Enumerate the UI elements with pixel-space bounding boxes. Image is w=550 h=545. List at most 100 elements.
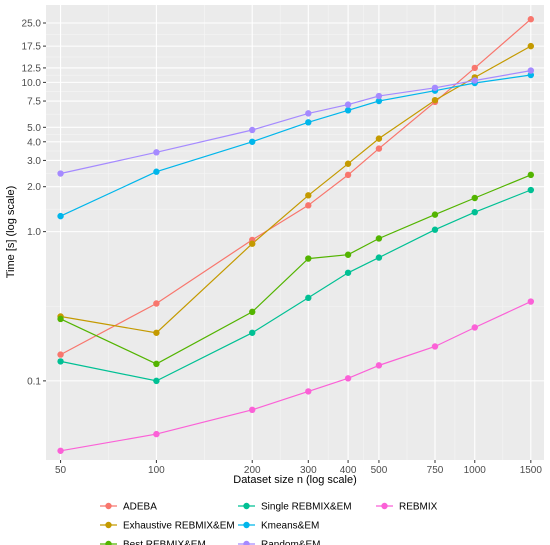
data-point (375, 97, 383, 105)
data-point (305, 294, 312, 302)
data-point (431, 343, 439, 350)
data-point (153, 360, 160, 368)
data-point (249, 308, 256, 316)
data-point (471, 324, 478, 331)
data-point (527, 186, 535, 194)
data-point (249, 138, 256, 145)
legend-label: Best REBMIX&EM (123, 540, 206, 545)
legend-key-point (243, 502, 250, 510)
x-tick-label: 1500 (520, 465, 543, 476)
data-point (153, 329, 160, 336)
data-point (249, 329, 256, 336)
data-point (375, 235, 383, 242)
data-point (153, 377, 160, 385)
data-point (249, 240, 256, 247)
data-point (57, 170, 64, 177)
data-point (375, 362, 383, 369)
data-point (305, 192, 312, 199)
data-point (305, 202, 312, 209)
data-point (305, 388, 312, 395)
legend-key-point (105, 502, 112, 510)
data-point (375, 145, 383, 152)
legend-key-point (381, 502, 388, 510)
data-point (153, 300, 160, 307)
y-tick-label: 3.0 (27, 156, 41, 167)
data-point (153, 149, 160, 156)
data-point (305, 255, 312, 262)
x-axis-title: Dataset size n (log scale) (233, 474, 357, 486)
legend-label: ADEBA (123, 502, 157, 513)
x-tick-label: 200 (244, 465, 261, 476)
legend-label: Random&EM (261, 540, 320, 545)
data-point (57, 358, 64, 365)
x-tick-label: 300 (300, 465, 317, 476)
series-points (57, 16, 535, 454)
data-point (344, 171, 352, 179)
y-tick-label: 5.0 (27, 123, 41, 134)
y-tick-label: 12.5 (22, 63, 42, 74)
x-tick-label: 100 (148, 465, 165, 476)
legend-label: REBMIX (399, 502, 438, 513)
x-tick-label: 400 (340, 465, 357, 476)
x-tick-label: 1000 (464, 465, 487, 476)
y-tick-label: 10.0 (22, 78, 42, 89)
y-tick-label: 2.0 (27, 182, 41, 193)
legend-key-point (243, 540, 250, 545)
legend-key-point (105, 521, 112, 529)
legend-label: Kmeans&EM (261, 521, 319, 532)
data-point (527, 71, 535, 79)
data-point (249, 406, 256, 414)
y-axis-title: Time [s] (log scale) (5, 186, 17, 279)
data-point (527, 67, 535, 74)
plot-panel (46, 5, 544, 460)
data-point (431, 84, 439, 91)
data-point (153, 168, 160, 175)
data-point (527, 42, 535, 50)
data-point (344, 251, 352, 258)
legend-key-point (243, 521, 250, 529)
legend-key-point (105, 540, 112, 545)
y-tick-label: 1.0 (27, 227, 41, 238)
legend-label: Single REBMIX&EM (261, 502, 352, 513)
data-point (431, 226, 439, 233)
data-point (249, 126, 256, 134)
data-point (57, 351, 64, 358)
data-point (431, 211, 439, 218)
data-point (57, 315, 64, 323)
data-point (471, 208, 478, 216)
data-point (344, 160, 352, 167)
x-tick-label: 750 (427, 465, 444, 476)
data-point (471, 64, 478, 72)
y-tick-label: 7.5 (27, 97, 41, 108)
legend-label: Exhaustive REBMIX&EM (123, 521, 235, 532)
data-point (344, 107, 352, 114)
data-point (344, 375, 352, 382)
data-point (527, 171, 535, 179)
data-point (431, 96, 439, 104)
data-point (305, 119, 312, 126)
data-point (527, 16, 535, 23)
data-point (57, 212, 64, 220)
x-tick-label: 50 (55, 465, 67, 476)
y-tick-label: 25.0 (22, 18, 42, 29)
data-point (471, 77, 478, 84)
data-point (375, 254, 383, 261)
data-point (471, 194, 478, 202)
minor-gridlines (46, 5, 544, 460)
y-tick-label: 4.0 (27, 137, 41, 148)
y-axis-ticks: 0.1 1.0 2.0 3.0 4.0 5.0 7.5 10.0 12.5 17.5 25.0 (22, 18, 46, 387)
y-tick-label: 0.1 (27, 376, 41, 387)
data-point (57, 447, 64, 454)
legend: ADEBA Exhaustive REBMIX&EM Best REBMIX&EM S… (100, 502, 438, 545)
data-point (305, 110, 312, 117)
x-axis-ticks: 50 100 200 300 400 500 750 1000 1500 (55, 460, 542, 476)
data-point (153, 430, 160, 438)
data-point (375, 135, 383, 142)
data-point (344, 269, 352, 276)
data-point (527, 298, 535, 305)
major-gridlines (46, 5, 544, 460)
data-point (344, 101, 352, 108)
y-tick-label: 17.5 (22, 42, 42, 53)
x-tick-label: 500 (371, 465, 388, 476)
